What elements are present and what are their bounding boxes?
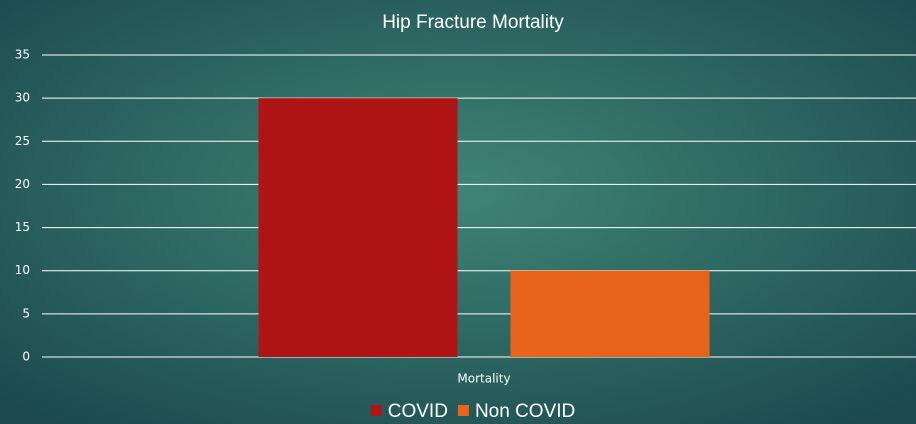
legend-swatch bbox=[370, 405, 382, 416]
y-tick-label: 35 bbox=[15, 48, 30, 62]
y-tick-label: 25 bbox=[15, 134, 30, 148]
y-tick-label: 10 bbox=[15, 263, 30, 277]
y-tick-label: 5 bbox=[22, 306, 30, 320]
y-tick-label: 15 bbox=[15, 220, 30, 234]
legend-swatch bbox=[457, 405, 469, 416]
legend-label: COVID bbox=[388, 401, 448, 422]
y-tick-label: 0 bbox=[22, 350, 30, 364]
chart-title: Hip Fracture Mortality bbox=[382, 12, 564, 33]
bar bbox=[258, 98, 458, 358]
x-tick-label: Mortality bbox=[457, 372, 510, 386]
bar bbox=[510, 270, 710, 357]
y-tick-label: 30 bbox=[15, 91, 30, 105]
y-tick-label: 20 bbox=[15, 177, 30, 191]
legend-label: Non COVID bbox=[475, 401, 575, 422]
